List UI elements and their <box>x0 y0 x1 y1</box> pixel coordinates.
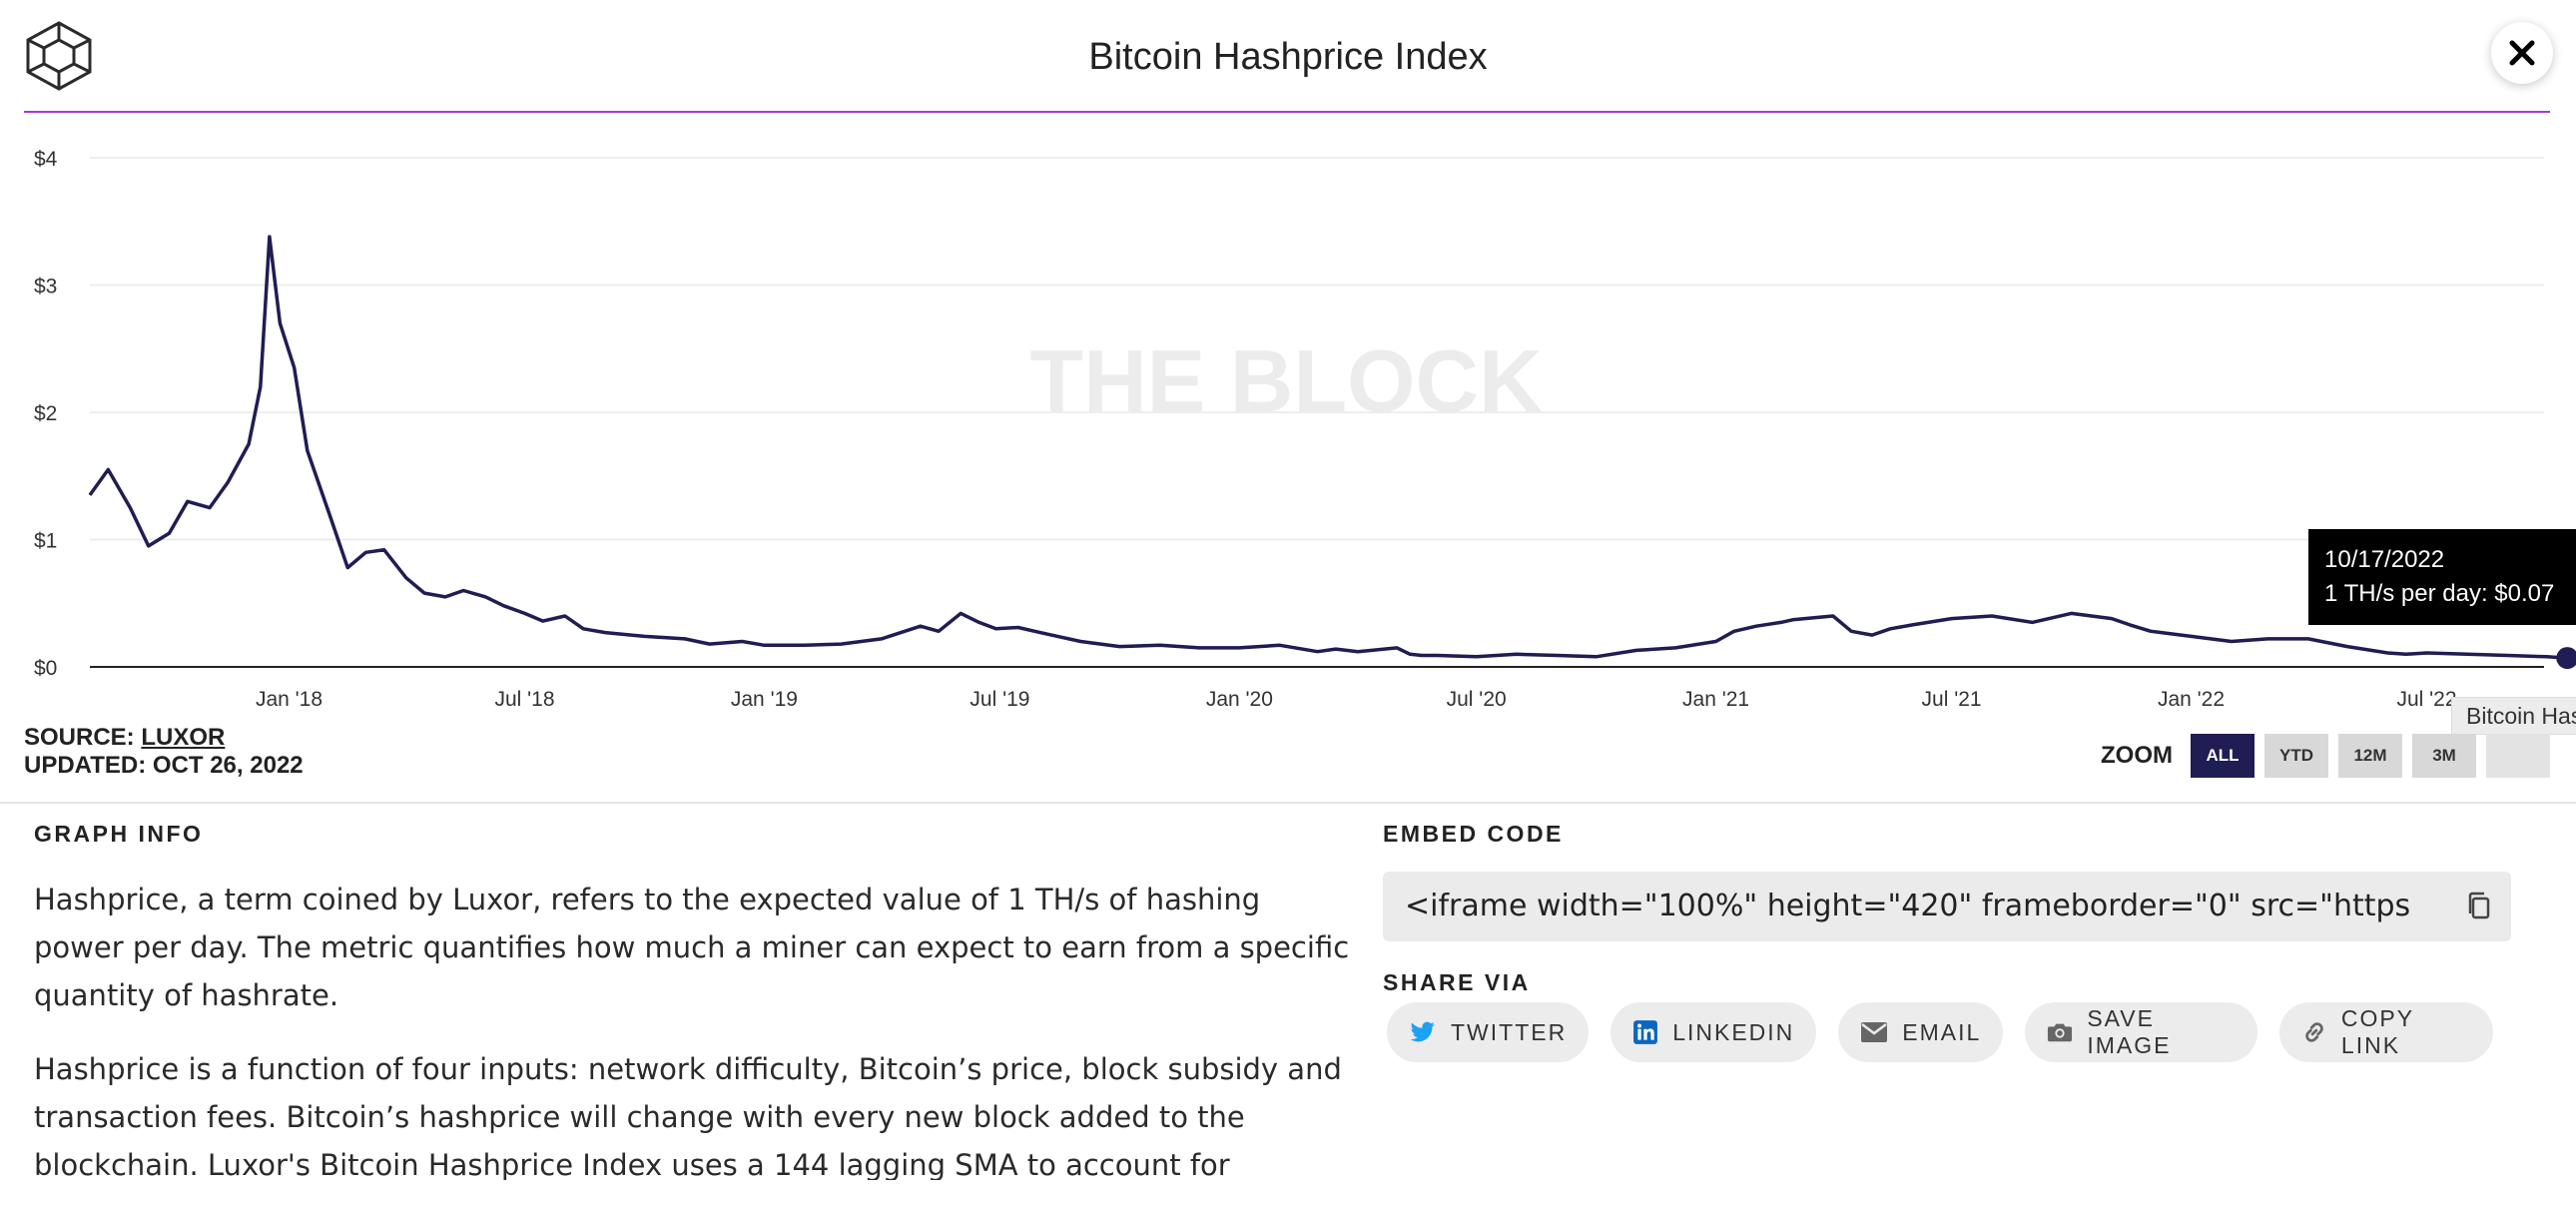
linkedin-icon <box>1633 1020 1658 1044</box>
y-tick-label: $0 <box>34 657 57 680</box>
embed-code-text[interactable]: <iframe width="100%" height="420" frameb… <box>1405 889 2413 923</box>
header: Bitcoin Hashprice Index <box>0 0 2576 113</box>
x-tick-label: Jan '18 <box>256 688 322 711</box>
x-tick-label: Jul '18 <box>494 688 554 711</box>
linkedin-share-label: LINKEDIN <box>1672 1018 1795 1045</box>
x-tick-label: Jul '19 <box>969 688 1029 711</box>
x-tick-label: Jan '22 <box>2158 688 2225 711</box>
header-divider <box>24 111 2550 113</box>
copy-link-button[interactable]: COPY LINK <box>2278 1002 2493 1062</box>
chart-tooltip: 10/17/2022 1 TH/s per day: $0.07 <box>2308 529 2576 625</box>
series-label-tag: Bitcoin Hashprice Index <box>2451 697 2576 735</box>
zoom-extra-button[interactable] <box>2486 734 2550 778</box>
graph-info-paragraph: Hashprice is a function of four inputs: … <box>34 1052 1342 1180</box>
zoom-ytd-button[interactable]: YTD <box>2264 734 2328 778</box>
save-image-button[interactable]: SAVE IMAGE <box>2025 1002 2257 1062</box>
close-icon <box>2509 40 2535 66</box>
copy-link-label: COPY LINK <box>2340 1005 2414 1058</box>
x-tick-label: Jan '21 <box>1682 688 1749 711</box>
twitter-icon <box>1410 1021 1435 1042</box>
camera-icon <box>2048 1023 2073 1042</box>
twitter-share-label: TWITTER <box>1451 1018 1568 1045</box>
section-divider <box>0 802 2576 804</box>
y-tick-label: $1 <box>34 530 57 553</box>
close-button[interactable] <box>2491 22 2553 84</box>
the-block-logo-icon[interactable] <box>24 20 94 92</box>
tooltip-value: 1 TH/s per day: $0.07 <box>2324 580 2555 607</box>
mail-icon <box>1861 1022 1888 1042</box>
copy-icon[interactable] <box>2463 890 2497 923</box>
email-share-label: EMAIL <box>1902 1018 1982 1045</box>
source-info: SOURCE: LUXOR UPDATED: OCT 26, 2022 <box>24 724 304 780</box>
source-label: SOURCE: <box>24 724 135 751</box>
page-title: Bitcoin Hashprice Index <box>1088 36 1488 78</box>
y-tick-label: $3 <box>34 276 57 299</box>
x-tick-label: Jul '22 <box>2396 688 2456 711</box>
tooltip-date: 10/17/2022 <box>2324 546 2445 573</box>
x-tick-label: Jan '19 <box>731 688 798 711</box>
source-line: SOURCE: LUXOR <box>24 724 304 752</box>
share-buttons: TWITTER LINKEDIN EMAIL SAVE I <box>1383 1002 2511 1062</box>
x-tick-label: Jul '21 <box>1922 688 1982 711</box>
x-tick-label: Jan '20 <box>1206 688 1273 711</box>
chart-watermark: THE BLOCK <box>1029 331 1542 430</box>
graph-info-heading: GRAPH INFO <box>34 821 204 847</box>
hover-data-point[interactable] <box>2556 647 2576 670</box>
zoom-3m-button[interactable]: 3M <box>2412 734 2476 778</box>
zoom-all-button[interactable]: ALL <box>2191 734 2254 778</box>
x-tick-label: Jul '20 <box>1447 688 1507 711</box>
zoom-12m-button[interactable]: 12M <box>2338 734 2402 778</box>
zoom-label: ZOOM <box>2101 742 2173 769</box>
y-tick-label: $2 <box>34 402 57 425</box>
hashprice-series-line[interactable] <box>88 235 2568 660</box>
source-link[interactable]: LUXOR <box>141 724 226 751</box>
embed-code-field[interactable]: <iframe width="100%" height="420" frameb… <box>1383 872 2511 941</box>
chart-svg[interactable]: THE BLOCK $0 $1 $2 $3 $4 Jan '18 Jul '18 Jan '… <box>0 140 2576 719</box>
linkedin-share-button[interactable]: LINKEDIN <box>1610 1002 1817 1062</box>
graph-info-paragraph: Hashprice, a term coined by Luxor, refer… <box>34 883 1350 1012</box>
save-image-label: SAVE IMAGE <box>2087 1005 2172 1058</box>
updated-date: UPDATED: OCT 26, 2022 <box>24 752 304 779</box>
twitter-share-button[interactable]: TWITTER <box>1387 1002 1590 1062</box>
embed-panel: EMBED CODE <iframe width="100%" height="… <box>1383 821 2511 1062</box>
y-tick-label: $4 <box>34 148 58 171</box>
graph-info-panel: GRAPH INFO Hashprice, a term coined by L… <box>34 821 1352 1180</box>
zoom-controls: ZOOM ALL YTD 12M 3M <box>2101 733 2560 779</box>
share-heading: SHARE VIA <box>1383 969 1531 995</box>
email-share-button[interactable]: EMAIL <box>1838 1002 2004 1062</box>
link-icon <box>2305 1022 2323 1042</box>
embed-heading: EMBED CODE <box>1383 821 1564 847</box>
hashprice-chart[interactable]: THE BLOCK $0 $1 $2 $3 $4 Jan '18 Jul '18 Jan '… <box>0 140 2576 719</box>
